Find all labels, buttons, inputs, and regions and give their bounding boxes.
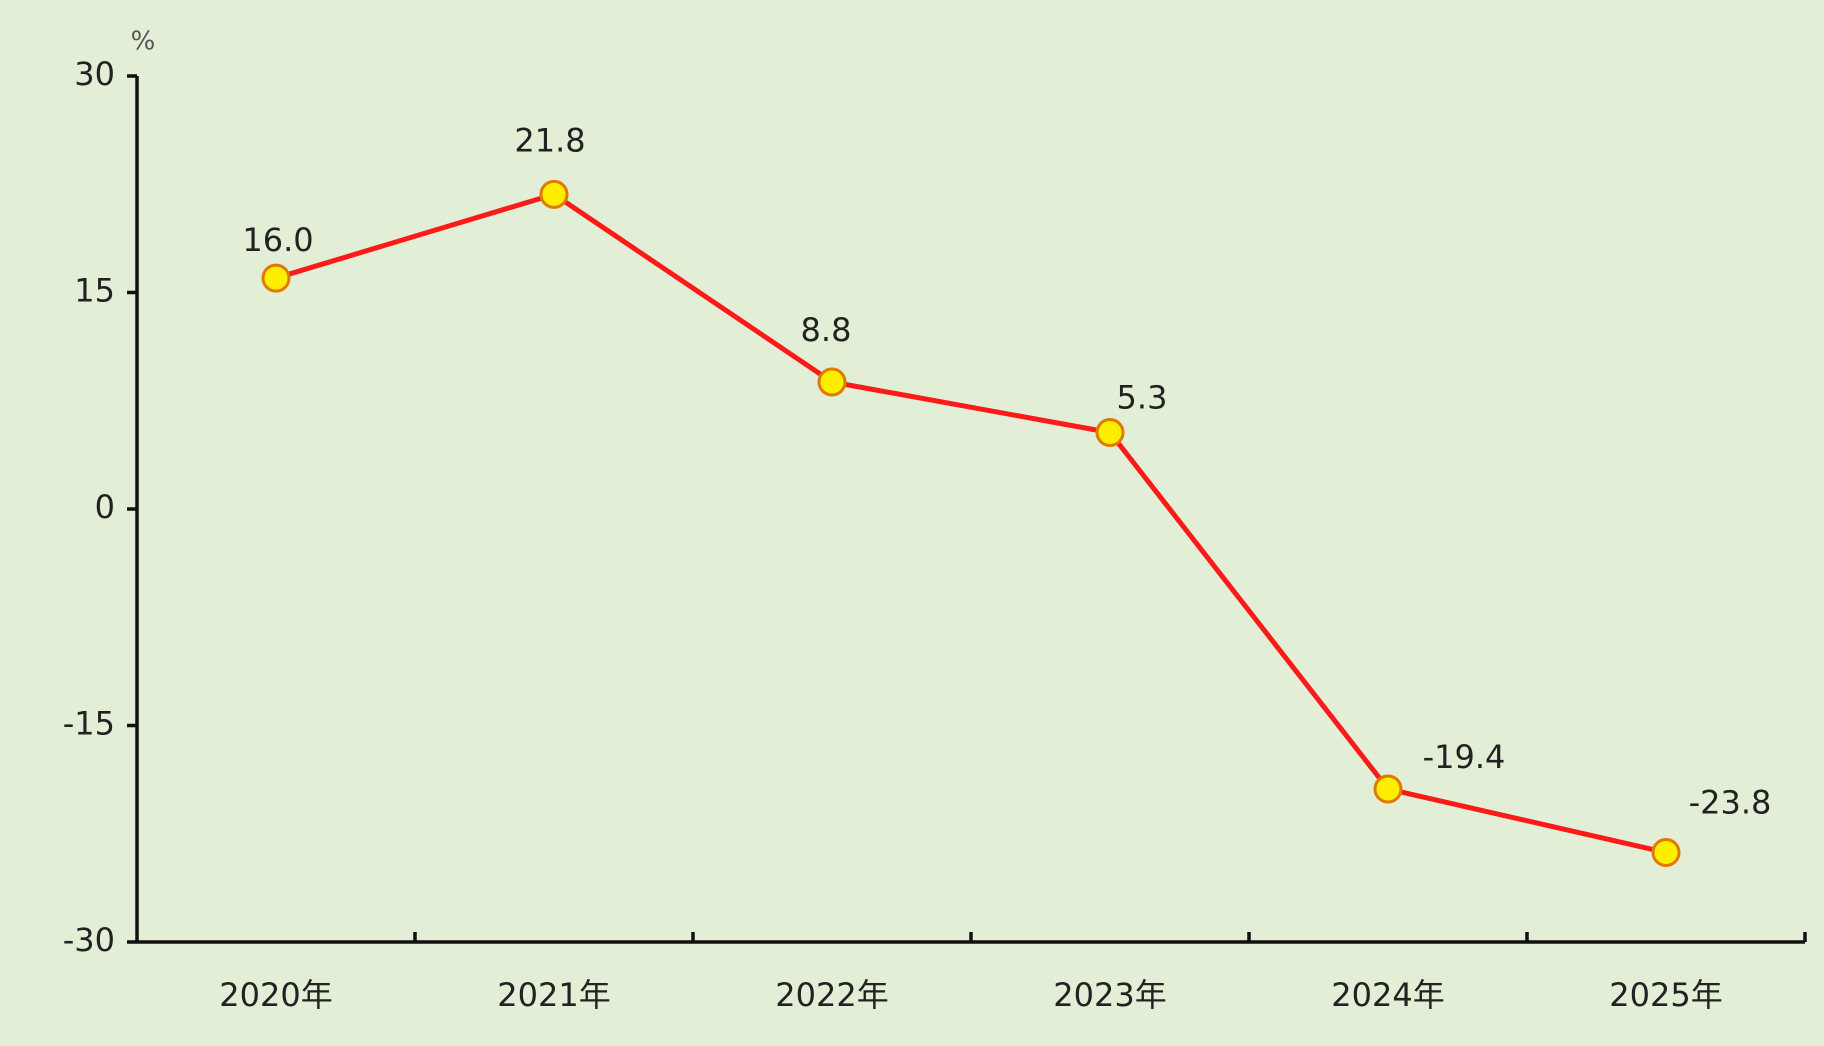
x-tick-label: 2020年: [219, 976, 332, 1014]
y-tick-label: 15: [74, 272, 115, 310]
value-label: 8.8: [801, 311, 852, 349]
marker: [1651, 838, 1681, 868]
marker: [817, 367, 847, 397]
marker: [1095, 418, 1125, 448]
value-label: 21.8: [514, 121, 585, 159]
marker: [261, 263, 291, 293]
y-tick-label: -30: [63, 921, 115, 959]
x-tick-label: 2023年: [1053, 976, 1166, 1014]
marker: [1373, 774, 1403, 804]
y-tick-label: 0: [95, 488, 115, 526]
x-tick-label: 2021年: [497, 976, 610, 1014]
value-label: -23.8: [1689, 784, 1772, 822]
y-unit: %: [131, 27, 156, 57]
value-label: -19.4: [1423, 738, 1506, 776]
y-tick-label: -15: [63, 705, 115, 743]
marker: [539, 179, 569, 209]
x-tick-label: 2025年: [1609, 976, 1722, 1014]
line: [275, 191, 1667, 855]
x-tick-label: 2024年: [1331, 976, 1444, 1014]
x-tick-label: 2022年: [775, 976, 888, 1014]
value-label: 16.0: [242, 221, 313, 259]
y-tick-label: 30: [74, 55, 115, 93]
value-label: 5.3: [1117, 379, 1168, 417]
